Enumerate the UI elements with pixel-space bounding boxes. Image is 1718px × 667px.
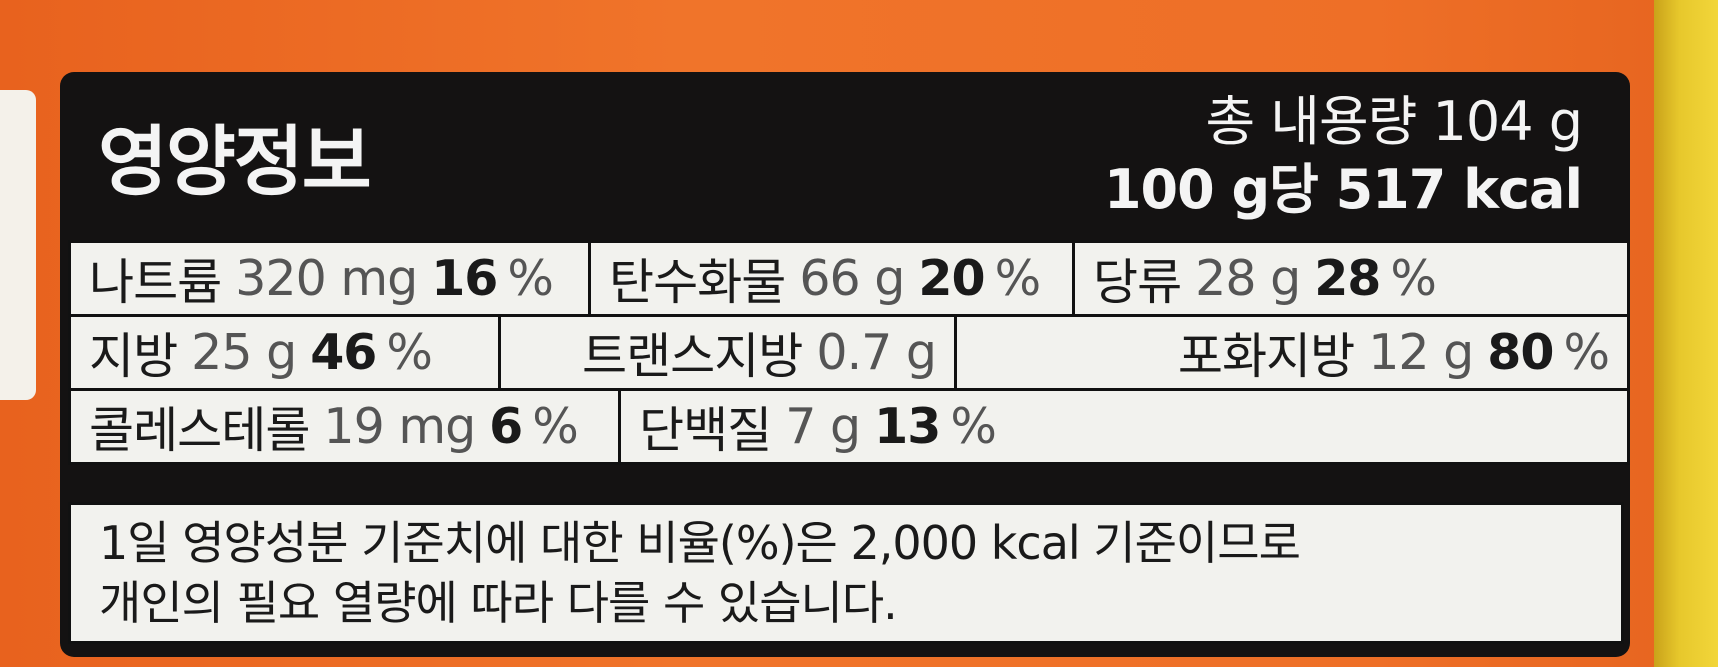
nutrient-name: 지방 <box>89 328 178 385</box>
nutrient-amount: 0.7 g <box>816 324 937 381</box>
nutrient-amount: 320 mg <box>235 250 418 307</box>
total-content: 총 내용량 104 g <box>1205 90 1583 153</box>
nutrient-amount: 66 g <box>799 250 905 307</box>
nutrient-row: 지방 25 g 46 % 트랜스지방 0.7 g 포화지방 12 g 80 % <box>71 317 1627 391</box>
nutrient-grid: 나트륨 320 mg 16 % 탄수화물 66 g 20 % 당류 28 g 2… <box>68 240 1630 465</box>
nutrient-cell-carbohydrate: 탄수화물 66 g 20 % <box>591 243 1075 314</box>
nutrient-name: 나트륨 <box>89 254 222 311</box>
nutrient-amount: 25 g <box>191 324 297 381</box>
calories-per-100g: 100 g당 517 kcal <box>1103 158 1583 221</box>
nutrient-pct: 16 <box>431 250 498 307</box>
note-line-2: 개인의 필요 열량에 따라 다를 수 있습니다. <box>99 576 898 630</box>
nutrient-pct: 13 <box>874 398 941 455</box>
totals-block: 총 내용량 104 g 100 g당 517 kcal <box>1103 88 1583 224</box>
pct-sign: % <box>1390 250 1437 307</box>
pct-sign: % <box>1563 324 1610 381</box>
nutrient-cell-saturated-fat: 포화지방 12 g 80 % <box>957 317 1627 388</box>
nutrient-pct: 46 <box>310 324 377 381</box>
nutrient-pct: 80 <box>1487 324 1554 381</box>
nutrient-amount: 19 mg <box>323 398 476 455</box>
pct-sign: % <box>994 250 1042 307</box>
nutrient-amount: 28 g <box>1195 250 1301 307</box>
pct-sign: % <box>507 250 554 307</box>
nutrient-name: 콜레스테롤 <box>89 402 310 459</box>
nutrient-name: 포화지방 <box>1177 328 1355 385</box>
pct-sign: % <box>532 398 579 455</box>
package-yellow-edge <box>1654 0 1718 667</box>
nutrient-pct: 20 <box>918 250 985 307</box>
nutrient-amount: 7 g <box>785 398 861 455</box>
daily-value-note: 1일 영양성분 기준치에 대한 비율(%)은 2,000 kcal 기준이므로 … <box>68 502 1624 644</box>
pct-sign: % <box>950 398 997 455</box>
nutrient-row: 콜레스테롤 19 mg 6 % 단백질 7 g 13 % <box>71 391 1627 462</box>
nutrient-name: 당류 <box>1093 254 1182 311</box>
note-line-1: 1일 영양성분 기준치에 대한 비율(%)은 2,000 kcal 기준이므로 <box>99 516 1301 570</box>
package-white-tab <box>0 90 36 400</box>
nutrient-cell-fat: 지방 25 g 46 % <box>71 317 501 388</box>
nutrient-pct: 6 <box>489 398 523 455</box>
nutrient-row: 나트륨 320 mg 16 % 탄수화물 66 g 20 % 당류 28 g 2… <box>71 243 1627 317</box>
nutrient-name: 탄수화물 <box>609 254 786 311</box>
nutrient-name: 트랜스지방 <box>581 328 803 385</box>
nutrient-amount: 12 g <box>1368 324 1474 381</box>
nutrient-cell-protein: 단백질 7 g 13 % <box>621 391 1627 462</box>
pct-sign: % <box>386 324 433 381</box>
nutrient-name: 단백질 <box>639 402 772 459</box>
nutrition-title: 영양정보 <box>98 117 372 206</box>
nutrient-pct: 28 <box>1314 250 1381 307</box>
nutrient-cell-trans-fat: 트랜스지방 0.7 g <box>501 317 957 388</box>
nutrient-cell-cholesterol: 콜레스테롤 19 mg 6 % <box>71 391 621 462</box>
nutrient-cell-sodium: 나트륨 320 mg 16 % <box>71 243 591 314</box>
nutrient-cell-sugars: 당류 28 g 28 % <box>1075 243 1627 314</box>
